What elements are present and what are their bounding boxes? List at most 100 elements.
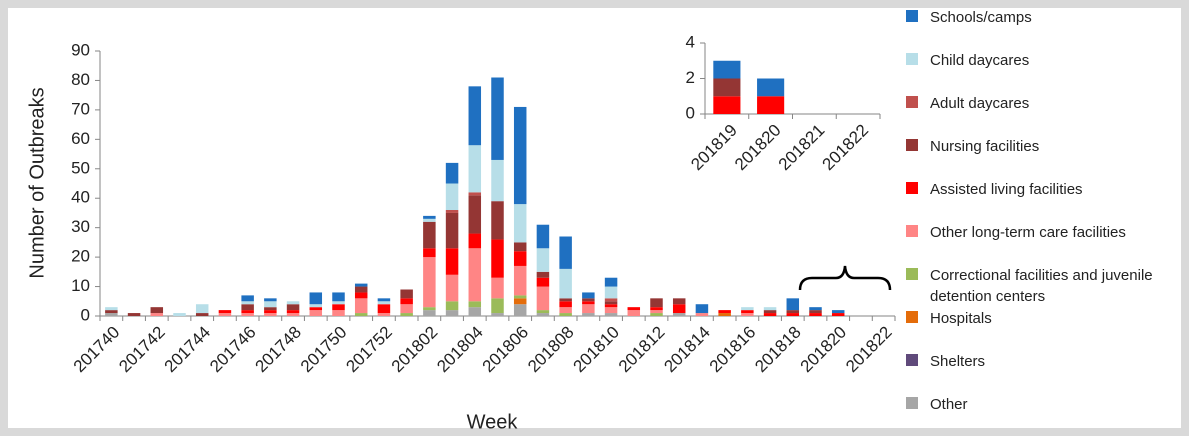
bar-segment: [423, 248, 436, 258]
bar-segment: [468, 233, 482, 249]
x-tick-label: 201740: [70, 323, 124, 377]
x-tick-label: 201752: [342, 323, 396, 377]
bar-segment: [513, 106, 527, 205]
bar-segment: [491, 159, 504, 202]
x-tick-label: 201808: [524, 323, 578, 377]
bar-segment: [286, 301, 300, 305]
legend-swatch: [906, 96, 918, 108]
bar-segment: [241, 313, 254, 316]
bar-segment: [763, 310, 777, 314]
x-tick-label: 201819: [687, 121, 741, 175]
bar-segment: [309, 292, 323, 305]
legend-swatch: [906, 354, 918, 366]
bar-segment: [377, 301, 391, 305]
x-tick-label: 201818: [751, 323, 805, 377]
bar-segment: [559, 236, 572, 269]
bar-segment: [445, 212, 459, 249]
bar-segment: [332, 310, 345, 316]
bar-segment: [468, 86, 482, 146]
bar-segment: [264, 310, 277, 314]
bar-segment: [604, 301, 618, 305]
y-tick-label: 40: [71, 188, 90, 207]
x-tick-label: 201822: [819, 121, 873, 175]
bar-segment: [536, 248, 550, 272]
x-axis-title: Week: [467, 411, 519, 433]
y-tick-label: 2: [686, 68, 695, 87]
bar-segment: [445, 248, 459, 275]
bar-segment: [491, 77, 504, 160]
x-tick-label: 201748: [252, 323, 306, 377]
bar-segment: [513, 298, 527, 305]
legend-swatch: [906, 182, 918, 194]
bar-segment: [445, 310, 459, 316]
bar-segment: [741, 313, 754, 316]
legend-label: Other long-term care facilities: [930, 224, 1126, 241]
x-tick-label: 201750: [297, 323, 351, 377]
bar-segment: [309, 307, 323, 311]
legend-label: Adult daycares: [930, 95, 1030, 112]
bar-segment: [354, 313, 368, 316]
legend-label: Shelters: [930, 353, 986, 370]
bar-segment: [468, 248, 482, 302]
bar-segment: [218, 313, 232, 316]
bar-segment: [241, 304, 254, 311]
bar-segment: [513, 265, 527, 296]
legend-swatch: [906, 225, 918, 237]
bar-segment: [604, 277, 618, 287]
bar-segment: [218, 310, 232, 314]
x-tick-label: 201816: [706, 323, 760, 377]
bar-segment: [241, 301, 254, 305]
bar-segment: [105, 310, 118, 314]
bar-segment: [332, 301, 345, 305]
bar-segment: [763, 313, 777, 316]
bar-segment: [672, 304, 686, 314]
bar-segment: [423, 307, 436, 311]
bar-segment: [718, 310, 731, 314]
bar-segment: [672, 298, 686, 305]
bar-segment: [536, 224, 550, 249]
legend-swatch: [906, 268, 918, 280]
bar-segment: [264, 301, 277, 308]
x-tick-label: 201822: [842, 323, 896, 377]
bar-segment: [173, 313, 186, 316]
x-tick-label: 201742: [115, 323, 169, 377]
bar-segment: [264, 307, 277, 311]
bar-segment: [445, 162, 459, 184]
bar-segment: [786, 310, 800, 314]
bar-segment: [491, 298, 504, 314]
bar-segment: [757, 78, 785, 97]
bar-segment: [195, 304, 209, 314]
bar-segment: [445, 210, 459, 213]
bar-segment: [491, 313, 504, 316]
x-tick-label: 201746: [206, 323, 260, 377]
y-tick-label: 20: [71, 247, 90, 266]
bar-segment: [468, 301, 482, 308]
bar-segment: [309, 310, 323, 316]
x-tick-label: 201744: [161, 323, 215, 377]
y-tick-label: 70: [71, 99, 90, 118]
bar-segment: [423, 310, 436, 316]
y-tick-label: 50: [71, 158, 90, 177]
bar-segment: [604, 304, 618, 308]
bar-segment: [241, 310, 254, 314]
bar-segment: [536, 310, 550, 314]
legend-label: Hospitals: [930, 310, 992, 327]
bar-segment: [309, 304, 323, 308]
bar-segment: [423, 257, 436, 308]
bar-segment: [491, 239, 504, 278]
bar-segment: [650, 298, 663, 308]
legend-swatch: [906, 397, 918, 409]
bar-segment: [786, 298, 800, 311]
x-tick-label: 201804: [433, 323, 487, 377]
bar-segment: [536, 271, 550, 278]
y-axis-title: Number of Outbreaks: [26, 87, 48, 278]
bar-segment: [695, 313, 709, 316]
bar-segment: [582, 301, 595, 305]
bar-segment: [332, 304, 345, 311]
legend-label: Other: [930, 396, 968, 413]
bar-segment: [604, 286, 618, 299]
bar-segment: [354, 298, 368, 314]
bar-segment: [809, 310, 822, 314]
bar-segment: [809, 307, 822, 311]
